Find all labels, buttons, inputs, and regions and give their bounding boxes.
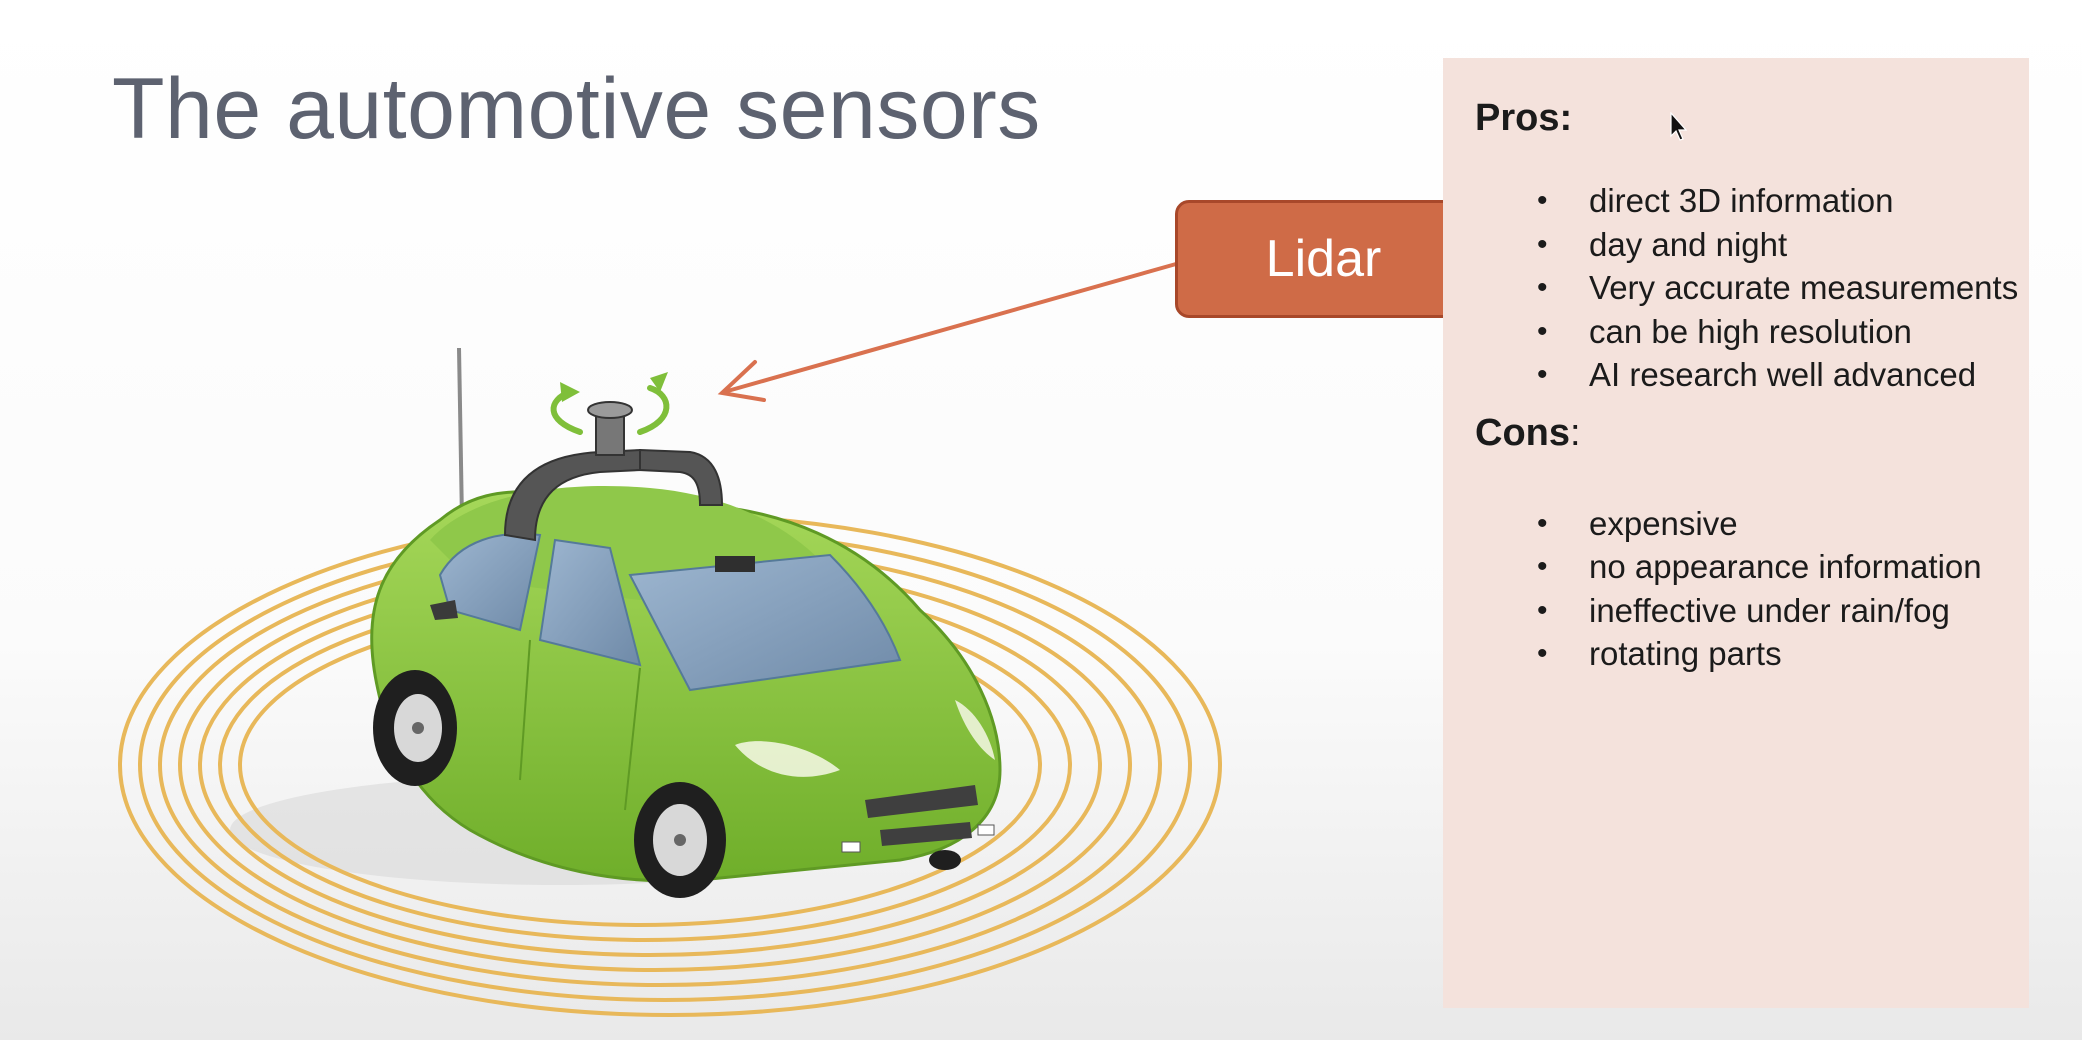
pros-heading-text: Pros — [1475, 97, 1560, 139]
slide-title: The automotive sensors — [112, 61, 1041, 157]
pros-list: • direct 3D information • day and night • V… — [1475, 179, 2029, 397]
pros-item: • can be high resolution — [1475, 310, 2029, 354]
rotation-arrow-icon — [550, 372, 670, 435]
cons-item: • ineffective under rain/fog — [1475, 589, 2029, 633]
bullet-icon: • — [1537, 506, 1548, 540]
pros-heading: Pros: — [1475, 94, 2029, 142]
bullet-icon: • — [1537, 271, 1548, 304]
cons-list: • expensive • no appearance information • i… — [1475, 502, 2029, 676]
pros-item: • direct 3D information — [1475, 179, 2029, 223]
front-right-wheel — [929, 850, 961, 870]
cons-item: • no appearance information — [1475, 545, 2029, 589]
bullet-icon: • — [1537, 550, 1548, 583]
bullet-icon: • — [1537, 358, 1548, 391]
cons-item: • expensive — [1475, 502, 2029, 546]
car-body — [370, 485, 1002, 883]
bullet-icon: • — [1537, 184, 1548, 217]
rear-wheel — [373, 670, 457, 786]
cons-heading: Cons: — [1475, 409, 2029, 457]
pros-cons-panel: Pros: • direct 3D information • day and ni… — [1443, 58, 2029, 1008]
cons-item: • rotating parts — [1475, 632, 2029, 676]
pros-item: • Very accurate measurements — [1475, 266, 2029, 310]
pros-item-text: AI research well advanced — [1589, 356, 1977, 393]
callout-arrow — [717, 262, 1178, 402]
bullet-icon: • — [1537, 227, 1548, 261]
pros-item-text: day and night — [1589, 225, 1788, 263]
antenna — [457, 347, 464, 521]
pros-item: • AI research well advanced — [1475, 353, 2029, 397]
cons-item-text: no appearance information — [1589, 548, 1982, 585]
cons-heading-colon: : — [1570, 411, 1581, 454]
cons-item-text: rotating parts — [1589, 635, 1782, 672]
front-wheel — [634, 782, 726, 898]
cons-item-text: expensive — [1589, 504, 1738, 542]
lidar-callout-label: Lidar — [1265, 230, 1382, 288]
bullet-icon: • — [1537, 637, 1548, 670]
lidar-car-illustration — [118, 262, 1222, 1017]
pros-item: • day and night — [1475, 223, 2029, 267]
mouse-pointer-icon — [1670, 112, 1688, 141]
lidar-callout: Lidar — [1175, 200, 1472, 318]
bullet-icon: • — [1537, 314, 1548, 348]
pros-item-text: Very accurate measurements — [1589, 269, 2019, 306]
pros-item-text: can be high resolution — [1589, 312, 1912, 350]
cons-item-text: ineffective under rain/fog — [1589, 591, 1950, 629]
cons-heading-text: Cons — [1475, 411, 1570, 454]
pros-item-text: direct 3D information — [1589, 182, 1894, 219]
lidar-mount — [503, 401, 724, 542]
pros-heading-colon: : — [1559, 97, 1573, 139]
bullet-icon: • — [1537, 593, 1548, 627]
